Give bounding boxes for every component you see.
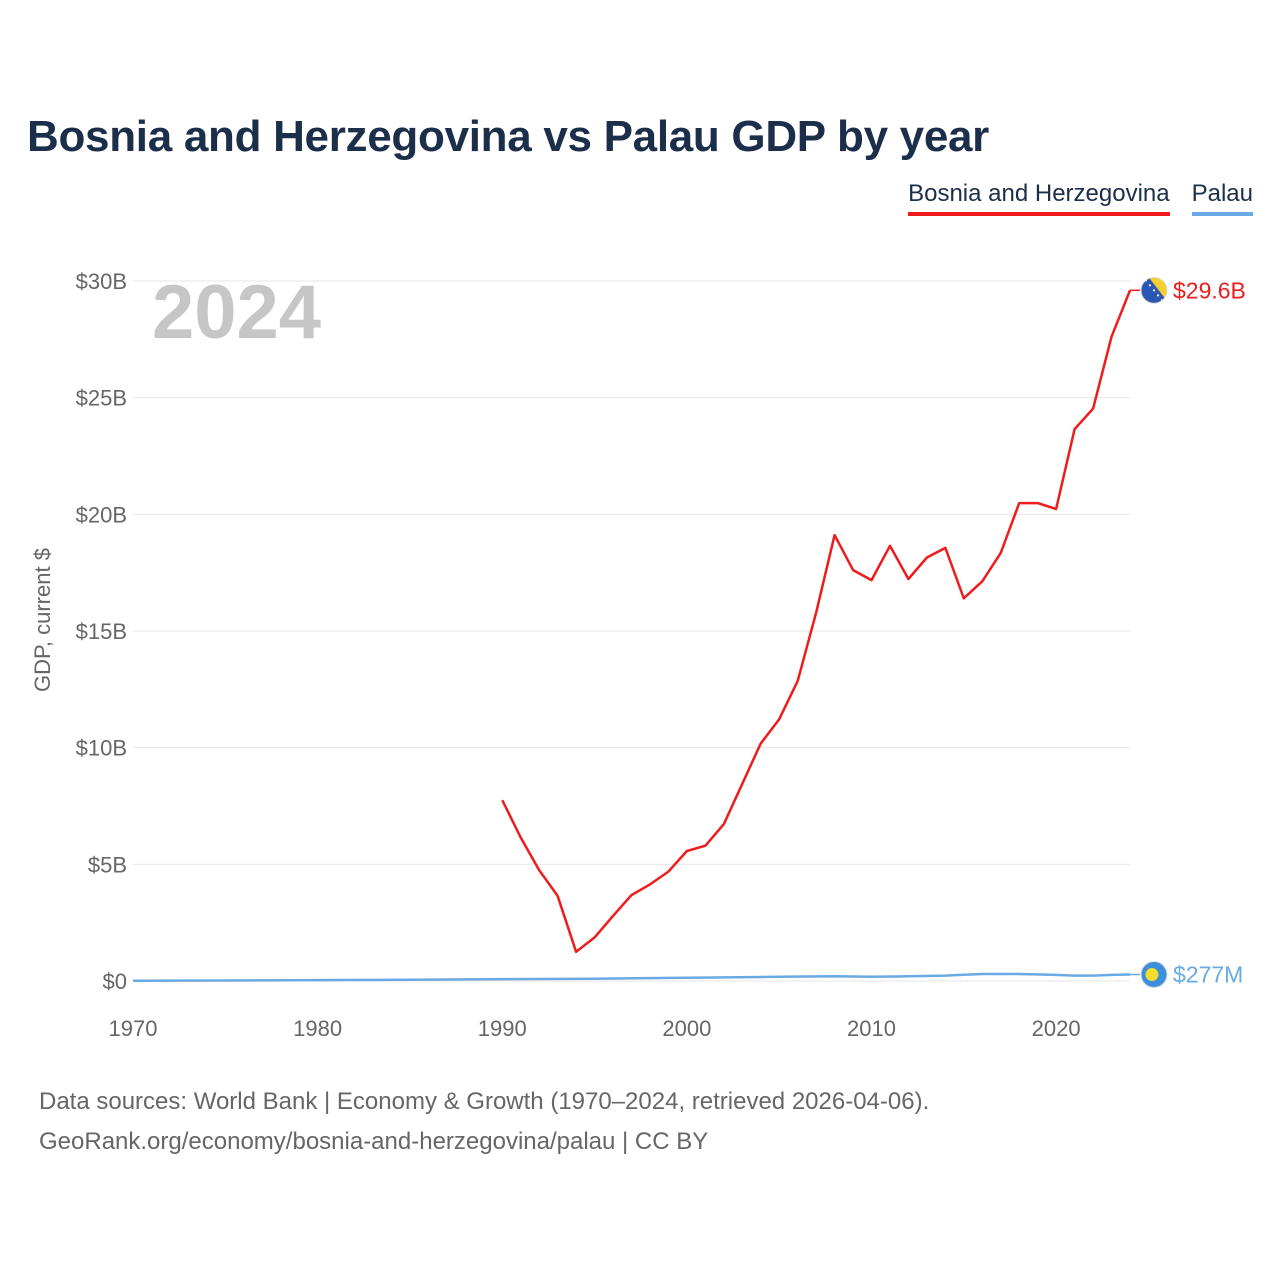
y-axis: $0 $5B $10B $15B $20B $25B $30B — [76, 269, 127, 994]
y-tick-label: $0 — [103, 969, 127, 994]
x-tick-label: 2010 — [847, 1016, 896, 1041]
end-value-label: $29.6B — [1173, 277, 1246, 303]
series-line — [132, 972, 1131, 983]
y-tick-label: $30B — [76, 269, 127, 294]
y-tick-label: $15B — [76, 619, 127, 644]
x-axis: 1970 1980 1990 2000 2010 2020 — [109, 1016, 1081, 1041]
x-tick-label: 1990 — [478, 1016, 527, 1041]
legend-item-palau[interactable]: Palau — [1191, 180, 1253, 216]
grid-lines — [133, 280, 1130, 982]
x-tick-label: 2000 — [662, 1016, 711, 1041]
series-lines — [132, 289, 1132, 983]
source-link[interactable]: GeoRank.org/economy/bosnia-and-herzegovi… — [39, 1128, 709, 1155]
end-markers: $29.6B $277M — [1130, 276, 1246, 989]
series-line — [501, 289, 1132, 954]
y-tick-label: $5B — [88, 852, 127, 877]
end-value-label: $277M — [1173, 962, 1243, 988]
data-source-note: Data sources: World Bank | Economy & Gro… — [39, 1088, 930, 1115]
x-tick-label: 1970 — [109, 1016, 158, 1041]
legend-item-bosnia[interactable]: Bosnia and Herzegovina — [908, 180, 1170, 216]
x-tick-label: 1980 — [293, 1016, 342, 1041]
year-watermark: 2024 — [152, 270, 321, 355]
legend: Bosnia and Herzegovina Palau — [908, 180, 1253, 216]
palau-flag-icon — [1140, 961, 1168, 989]
bosnia-flag-icon — [1140, 276, 1168, 304]
y-axis-label: GDP, current $ — [30, 548, 55, 692]
y-tick-label: $25B — [76, 386, 127, 411]
y-tick-label: $10B — [76, 736, 127, 761]
y-tick-label: $20B — [76, 502, 127, 527]
footer: Data sources: World Bank | Economy & Gro… — [39, 1082, 929, 1162]
x-tick-label: 2020 — [1032, 1016, 1081, 1041]
chart-title: Bosnia and Herzegovina vs Palau GDP by y… — [27, 112, 989, 161]
